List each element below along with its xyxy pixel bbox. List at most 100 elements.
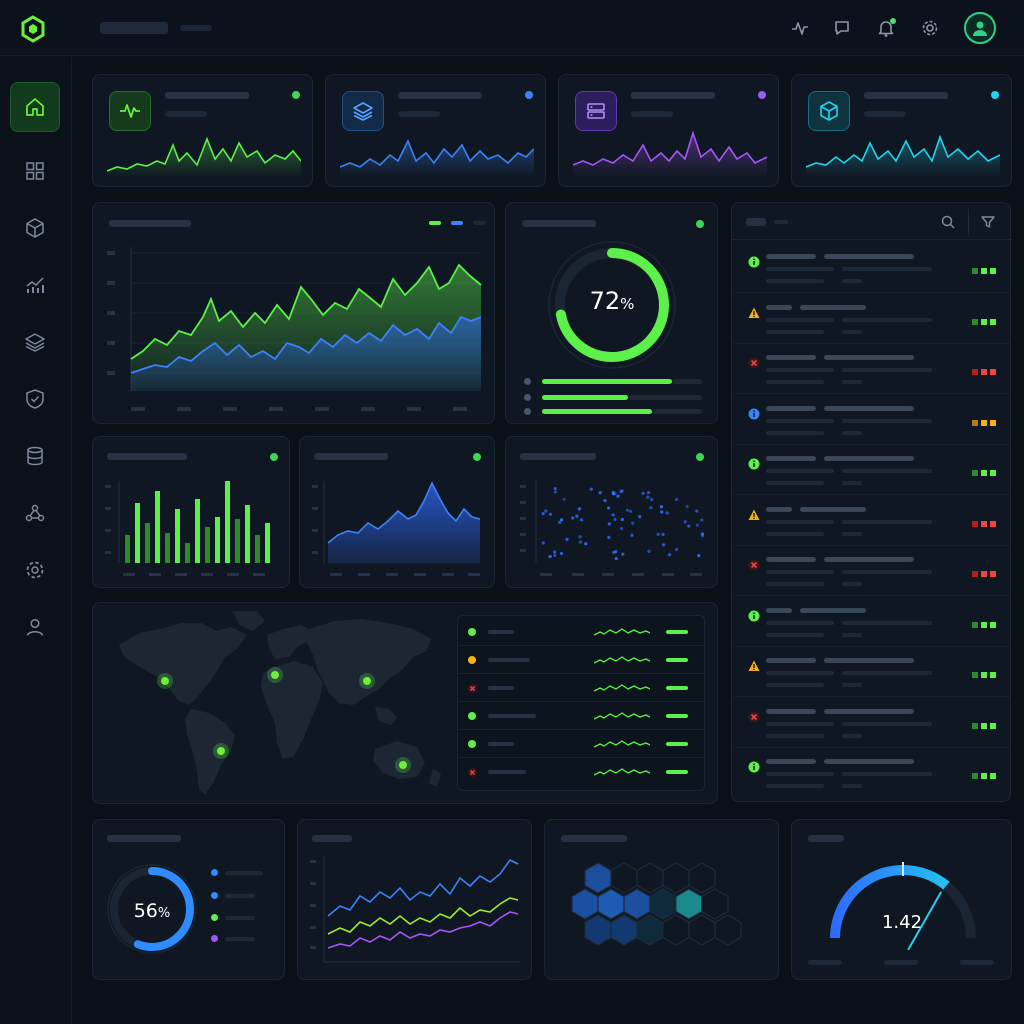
user-avatar[interactable]: [964, 12, 996, 44]
region-status-list: [457, 615, 705, 791]
hex-cell[interactable]: [701, 888, 729, 920]
event-title-placeholder: [766, 304, 792, 310]
app-logo-icon[interactable]: [18, 14, 48, 44]
bell-icon[interactable]: [874, 16, 898, 40]
region-row[interactable]: [458, 730, 704, 758]
event-log-row[interactable]: [734, 597, 1010, 647]
hex-cell[interactable]: [597, 888, 625, 920]
hex-cell[interactable]: [688, 914, 716, 946]
breadcrumb-placeholder: [180, 25, 212, 31]
kpi-card-layers[interactable]: [325, 74, 546, 187]
line-chart-plot: [310, 856, 520, 963]
hex-cell[interactable]: [662, 914, 690, 946]
event-title-placeholder: [766, 506, 792, 512]
world-map-card[interactable]: [92, 602, 718, 804]
hex-cell[interactable]: [610, 914, 638, 946]
usage-bar: [542, 395, 628, 400]
event-title-placeholder: [824, 708, 914, 714]
kpi-card-activity[interactable]: [92, 74, 313, 187]
sidebar-item-packages[interactable]: [10, 203, 60, 253]
hex-cell[interactable]: [649, 888, 677, 920]
hex-cell[interactable]: [675, 888, 703, 920]
event-log-row[interactable]: [734, 647, 1010, 697]
world-map[interactable]: [113, 609, 449, 799]
event-meta-placeholder: [766, 380, 824, 384]
scatter-point: [625, 508, 630, 512]
activity-icon[interactable]: [788, 16, 812, 40]
scatter-point: [659, 505, 664, 509]
map-marker[interactable]: [363, 677, 371, 685]
info-icon: [748, 256, 760, 268]
hex-cell[interactable]: [688, 862, 716, 894]
sidebar-item-profile[interactable]: [10, 602, 60, 652]
event-log-row[interactable]: [734, 294, 1010, 344]
bar-chart-card[interactable]: [92, 436, 290, 588]
event-title-placeholder: [824, 355, 914, 360]
severity-pip: [981, 773, 987, 779]
map-marker[interactable]: [399, 761, 407, 769]
sidebar-item-security[interactable]: [10, 374, 60, 424]
region-value-bar: [666, 658, 688, 662]
region-row[interactable]: [458, 702, 704, 730]
event-log-row[interactable]: [734, 546, 1010, 596]
map-marker[interactable]: [161, 677, 169, 685]
log-tab-placeholder[interactable]: [774, 220, 788, 224]
usage-gauge-card[interactable]: 72%: [505, 202, 718, 424]
sidebar-item-dashboards[interactable]: [10, 146, 60, 196]
event-log-row[interactable]: [734, 748, 1010, 798]
event-title-placeholder: [824, 658, 914, 663]
hex-cell[interactable]: [571, 888, 599, 920]
hex-cell[interactable]: [714, 914, 742, 946]
hex-cell[interactable]: [636, 914, 664, 946]
scatter-point: [646, 495, 650, 499]
hex-cell[interactable]: [623, 888, 651, 920]
status-dot: [473, 453, 481, 461]
hex-cell[interactable]: [636, 862, 664, 894]
sidebar-item-analytics[interactable]: [10, 260, 60, 310]
kpi-card-containers[interactable]: [791, 74, 1012, 187]
event-log-row[interactable]: [734, 344, 1010, 394]
speed-gauge-card[interactable]: 1.42: [791, 819, 1012, 980]
hex-cell[interactable]: [584, 914, 612, 946]
cube-icon: [808, 91, 850, 131]
scatter-chart-card[interactable]: [505, 436, 718, 588]
region-row[interactable]: [458, 758, 704, 786]
status-dot: [525, 91, 533, 99]
event-log-row[interactable]: [734, 496, 1010, 546]
legend-dot: [524, 394, 531, 401]
latency-area-chart-card[interactable]: [299, 436, 495, 588]
event-log-row[interactable]: [734, 698, 1010, 748]
traffic-area-chart-card[interactable]: [92, 202, 495, 424]
gear-icon[interactable]: [918, 16, 942, 40]
map-marker[interactable]: [217, 747, 225, 755]
event-log-row[interactable]: [734, 243, 1010, 293]
hex-cell[interactable]: [610, 862, 638, 894]
region-row[interactable]: [458, 674, 704, 702]
sidebar-item-database[interactable]: [10, 431, 60, 481]
event-log-panel: [731, 202, 1012, 802]
storage-donut-card[interactable]: 56%: [92, 819, 285, 980]
region-row[interactable]: [458, 646, 704, 674]
event-log-row[interactable]: [734, 445, 1010, 495]
log-tab-placeholder[interactable]: [746, 218, 766, 226]
hex-cell[interactable]: [662, 862, 690, 894]
scatter-point: [559, 518, 564, 522]
chat-icon[interactable]: [830, 16, 854, 40]
kpi-subtitle-placeholder: [165, 111, 207, 117]
severity-pip: [990, 318, 996, 325]
map-marker[interactable]: [271, 671, 279, 679]
sidebar-item-home[interactable]: [10, 82, 60, 132]
sidebar-item-network[interactable]: [10, 488, 60, 538]
region-row[interactable]: [458, 618, 704, 646]
search-icon[interactable]: [940, 214, 956, 230]
event-log-row[interactable]: [734, 395, 1010, 445]
hex-cell[interactable]: [584, 862, 612, 894]
kpi-card-servers[interactable]: [558, 74, 779, 187]
multi-line-chart-card[interactable]: [297, 819, 532, 980]
scatter-point: [631, 521, 635, 525]
filter-icon[interactable]: [980, 214, 996, 230]
hex-heatmap-card[interactable]: [544, 819, 779, 980]
sidebar-item-layers[interactable]: [10, 317, 60, 367]
sidebar-item-settings[interactable]: [10, 545, 60, 595]
scatter-point: [700, 518, 704, 522]
